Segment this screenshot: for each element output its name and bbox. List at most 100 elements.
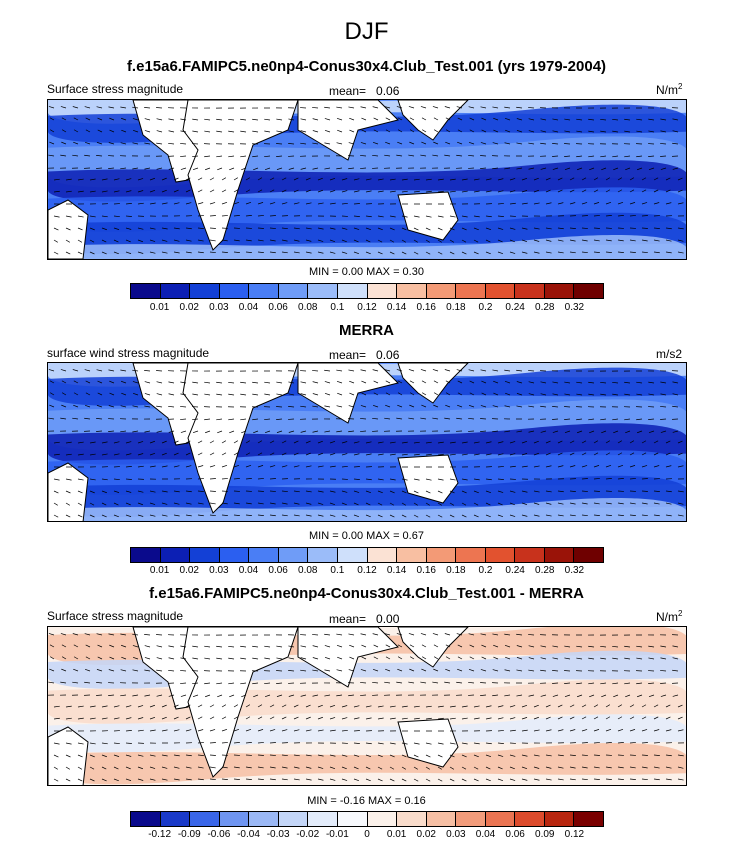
colorbar-swatch <box>397 548 427 562</box>
wind-vector <box>77 478 84 481</box>
wind-vector <box>192 393 199 396</box>
wind-vector <box>317 514 324 517</box>
wind-vector <box>516 393 523 396</box>
wind-vector <box>156 130 163 133</box>
colorbar-tick-label: 0.06 <box>268 302 288 313</box>
wind-vector <box>648 430 655 434</box>
wind-vector <box>473 705 480 708</box>
wind-vector <box>653 177 659 181</box>
wind-vector <box>209 754 216 756</box>
wind-vector <box>89 766 95 770</box>
wind-vector <box>192 418 199 421</box>
wind-vector <box>641 729 648 732</box>
wind-vector <box>144 130 151 133</box>
wind-vector <box>653 189 659 193</box>
wind-vector <box>528 167 535 170</box>
wind-vector <box>77 190 84 193</box>
wind-vector <box>617 766 624 769</box>
wind-vector <box>53 239 58 243</box>
wind-vector <box>469 117 475 121</box>
wind-vector <box>209 704 215 708</box>
wind-vector <box>677 754 684 757</box>
mean-label: mean= <box>329 84 367 98</box>
wind-vector <box>101 778 107 782</box>
wind-vector <box>636 682 643 685</box>
wind-vector <box>197 452 203 456</box>
wind-vector <box>149 452 156 456</box>
wind-vector <box>305 502 312 505</box>
wind-vector <box>281 452 287 456</box>
wind-vector <box>449 239 455 243</box>
wind-vector <box>240 393 247 396</box>
wind-vector <box>245 177 251 181</box>
wind-vector <box>401 717 408 720</box>
wind-vector <box>437 453 444 456</box>
wind-vector <box>300 381 307 384</box>
colorbar-tick-label: -0.03 <box>266 829 290 840</box>
wind-vector <box>533 502 540 505</box>
wind-vector <box>120 106 127 109</box>
wind-vector <box>293 490 300 493</box>
wind-vector <box>445 668 451 672</box>
wind-vector <box>564 430 571 433</box>
wind-vector <box>49 644 55 648</box>
wind-vector <box>557 716 563 720</box>
wind-vector <box>317 490 324 493</box>
wind-vector <box>197 202 204 205</box>
wind-vector <box>204 682 211 685</box>
wind-vector <box>253 167 259 171</box>
wind-vector <box>149 716 156 720</box>
colorbar-tick-label: -0.06 <box>207 829 231 840</box>
wind-vector <box>421 404 427 408</box>
wind-vector <box>341 754 348 757</box>
wind-vector <box>137 202 144 205</box>
wind-vector <box>457 668 463 672</box>
wind-vector <box>324 669 331 672</box>
wind-vector <box>288 657 295 660</box>
wind-vector <box>485 502 491 506</box>
wind-vector <box>545 778 552 781</box>
wind-vector <box>329 227 336 230</box>
colorbar-tick-label: 0.12 <box>357 302 377 313</box>
wind-vector <box>276 393 283 396</box>
wind-vector <box>240 418 247 421</box>
wind-vector <box>437 251 443 255</box>
colorbar-tick-label: -0.04 <box>237 829 260 840</box>
wind-vector <box>397 380 403 384</box>
wind-vector <box>324 405 331 408</box>
wind-vector <box>96 633 103 636</box>
wind-vector <box>348 669 355 672</box>
wind-vector <box>600 118 607 121</box>
wind-vector <box>125 490 132 493</box>
colorbar-swatch <box>574 812 603 826</box>
wind-vector <box>197 778 204 781</box>
wind-vector <box>648 418 655 420</box>
wind-vector <box>168 669 175 672</box>
wind-vector <box>144 106 151 109</box>
wind-vector <box>397 656 403 660</box>
wind-vector <box>677 490 684 493</box>
wind-vector <box>377 178 384 181</box>
wind-vector <box>185 754 192 757</box>
wind-vector <box>497 190 504 193</box>
wind-vector <box>521 704 528 708</box>
wind-vector <box>281 514 288 517</box>
wind-vector <box>144 167 151 170</box>
wind-vector <box>161 465 168 468</box>
wind-vector <box>665 514 672 517</box>
wind-vector <box>365 441 372 444</box>
wind-vector <box>492 405 499 408</box>
wind-vector <box>317 440 323 444</box>
wind-vector <box>113 239 119 243</box>
wind-vector <box>677 704 683 708</box>
colorbar-swatch <box>515 548 545 562</box>
colorbar-tick-label: 0.02 <box>416 829 436 840</box>
wind-vector <box>329 766 336 770</box>
wind-vector <box>204 381 211 384</box>
wind-vector <box>113 766 119 770</box>
wind-vector <box>672 669 679 672</box>
wind-vector <box>168 657 175 660</box>
wind-vector <box>516 118 523 121</box>
wind-vector <box>665 754 672 757</box>
wind-vector <box>276 694 283 697</box>
